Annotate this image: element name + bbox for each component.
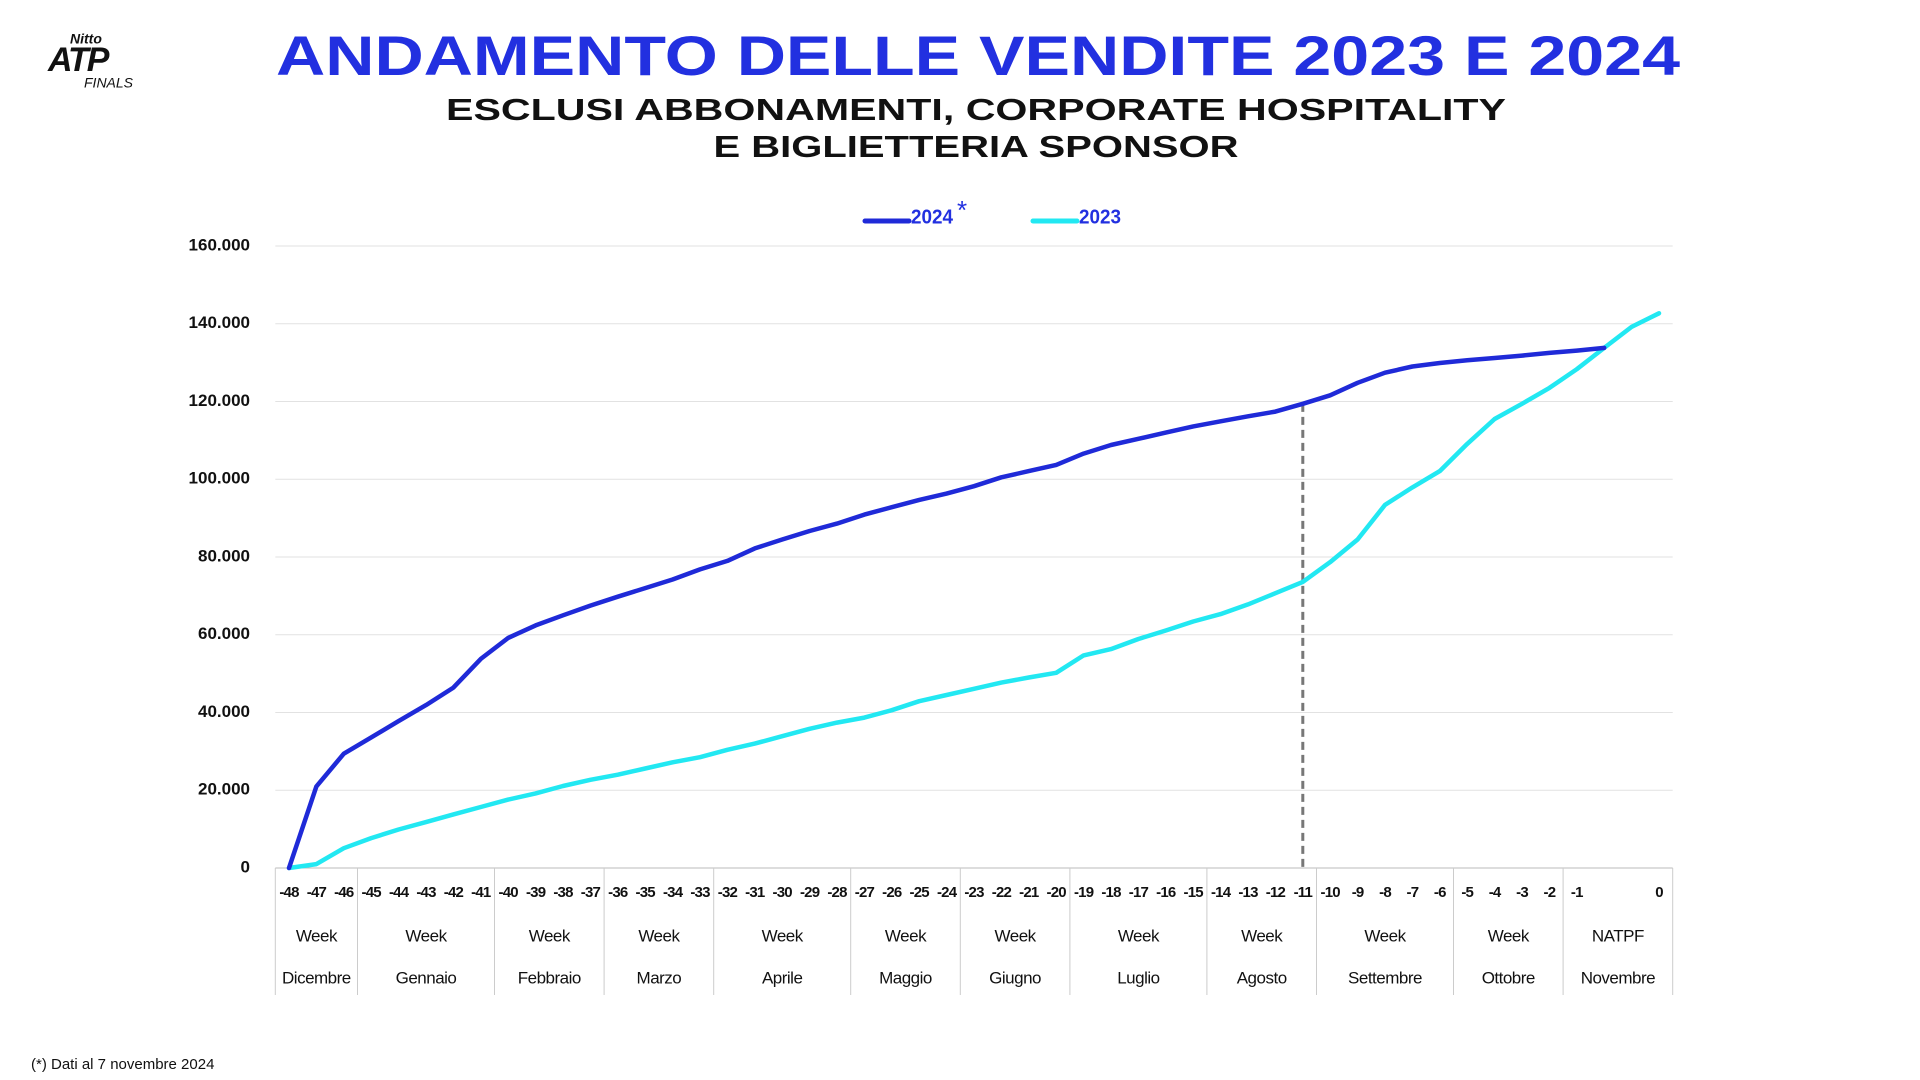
x-tick-label: -45 xyxy=(362,884,382,901)
x-tick-label: -8 xyxy=(1379,884,1391,901)
group-week: Week xyxy=(405,926,447,945)
x-tick-label: -9 xyxy=(1352,884,1364,901)
y-tick-label: 140.000 xyxy=(189,313,250,332)
group-week: Week xyxy=(1364,926,1406,945)
group-week: Week xyxy=(1118,926,1160,945)
x-tick-label: -42 xyxy=(444,884,464,901)
group-week: NATPF xyxy=(1592,926,1644,945)
series-line xyxy=(286,345,1607,871)
x-tick-label: -12 xyxy=(1266,884,1286,901)
x-tick-label: -35 xyxy=(636,884,656,901)
group-week: Week xyxy=(1488,926,1530,945)
group-month: Settembre xyxy=(1348,968,1422,987)
y-tick-label: 0 xyxy=(241,857,250,876)
x-tick-label: -17 xyxy=(1129,884,1149,901)
x-tick-label: -40 xyxy=(499,884,519,901)
x-tick-label: -6 xyxy=(1434,884,1446,901)
group-month: Marzo xyxy=(637,968,682,987)
x-tick-label: -27 xyxy=(855,884,875,901)
group-week: Week xyxy=(1241,926,1283,945)
x-tick-label: -47 xyxy=(307,884,327,901)
x-tick-label: -44 xyxy=(389,884,410,901)
logo: Nitto ATP FINALS xyxy=(47,31,134,91)
chart-subtitle: E BIGLIETTERIA SPONSOR xyxy=(714,129,1239,164)
x-tick-label: -30 xyxy=(773,884,793,901)
y-tick-label: 120.000 xyxy=(189,391,250,410)
group-month: Gennaio xyxy=(396,968,457,987)
x-tick-label: -32 xyxy=(718,884,738,901)
x-tick-label: -48 xyxy=(279,884,299,901)
x-tick-label: -29 xyxy=(800,884,820,901)
x-tick-label: -10 xyxy=(1321,884,1341,901)
x-tick-label: -43 xyxy=(416,884,436,901)
group-week: Week xyxy=(762,926,804,945)
logo-main: ATP xyxy=(47,41,110,79)
group-week: Week xyxy=(885,926,927,945)
x-tick-label: -34 xyxy=(663,884,684,901)
series-line xyxy=(286,311,1662,871)
x-tick-label: -39 xyxy=(526,884,546,901)
x-tick-label: -28 xyxy=(827,884,847,901)
x-tick-label: -2 xyxy=(1544,884,1556,901)
y-tick-label: 60.000 xyxy=(198,624,250,643)
x-tick-label: -7 xyxy=(1407,884,1419,901)
y-tick-label: 40.000 xyxy=(198,702,250,721)
chart-subtitle: ESCLUSI ABBONAMENTI, CORPORATE HOSPITALI… xyxy=(446,92,1506,127)
x-tick-label: -24 xyxy=(937,884,958,901)
x-tick-label: -36 xyxy=(608,884,628,901)
x-tick-label: 0 xyxy=(1655,884,1663,901)
x-tick-label: -23 xyxy=(964,884,984,901)
group-week: Week xyxy=(296,926,338,945)
group-month: Febbraio xyxy=(518,968,581,987)
x-tick-label: -37 xyxy=(581,884,601,901)
x-tick-label: -46 xyxy=(334,884,354,901)
y-tick-label: 80.000 xyxy=(198,546,250,565)
x-tick-label: -21 xyxy=(1019,884,1039,901)
x-tick-label: -15 xyxy=(1184,884,1204,901)
x-tick-label: -3 xyxy=(1516,884,1528,901)
logo-top: Nitto xyxy=(70,31,102,47)
group-month: Giugno xyxy=(989,968,1041,987)
x-tick-label: -4 xyxy=(1489,884,1502,901)
x-tick-label: -22 xyxy=(992,884,1012,901)
x-tick-label: -33 xyxy=(690,884,710,901)
logo-bottom: FINALS xyxy=(84,75,134,91)
x-tick-label: -20 xyxy=(1047,884,1067,901)
x-tick-label: -38 xyxy=(553,884,573,901)
group-month: Novembre xyxy=(1581,968,1655,987)
group-week: Week xyxy=(529,926,571,945)
x-tick-label: -13 xyxy=(1238,884,1258,901)
x-tick-label: -1 xyxy=(1571,884,1583,901)
group-month: Dicembre xyxy=(282,968,351,987)
x-tick-label: -25 xyxy=(910,884,930,901)
group-month: Luglio xyxy=(1117,968,1159,987)
legend-label: 2024 xyxy=(911,206,954,228)
x-tick-label: -16 xyxy=(1156,884,1176,901)
legend-note: * xyxy=(957,195,967,225)
x-tick-label: -14 xyxy=(1211,884,1232,901)
group-month: Ottobre xyxy=(1482,968,1535,987)
group-month: Aprile xyxy=(762,968,803,987)
y-tick-label: 20.000 xyxy=(198,780,250,799)
y-tick-label: 100.000 xyxy=(189,469,250,488)
group-week: Week xyxy=(995,926,1037,945)
y-tick-label: 160.000 xyxy=(189,235,250,254)
x-tick-label: -11 xyxy=(1294,884,1313,901)
group-month: Maggio xyxy=(879,968,932,987)
legend-label: 2023 xyxy=(1079,206,1121,228)
x-tick-label: -5 xyxy=(1461,884,1473,901)
group-month: Agosto xyxy=(1237,968,1287,987)
footnote: (*) Dati al 7 novembre 2024 xyxy=(31,1056,214,1073)
x-tick-label: -26 xyxy=(882,884,902,901)
x-tick-label: -19 xyxy=(1074,884,1094,901)
x-tick-label: -18 xyxy=(1101,884,1121,901)
group-week: Week xyxy=(638,926,680,945)
x-tick-label: -31 xyxy=(745,884,765,901)
x-tick-label: -41 xyxy=(471,884,491,901)
chart-title: ANDAMENTO DELLE VENDITE 2023 E 2024 xyxy=(276,24,1680,87)
